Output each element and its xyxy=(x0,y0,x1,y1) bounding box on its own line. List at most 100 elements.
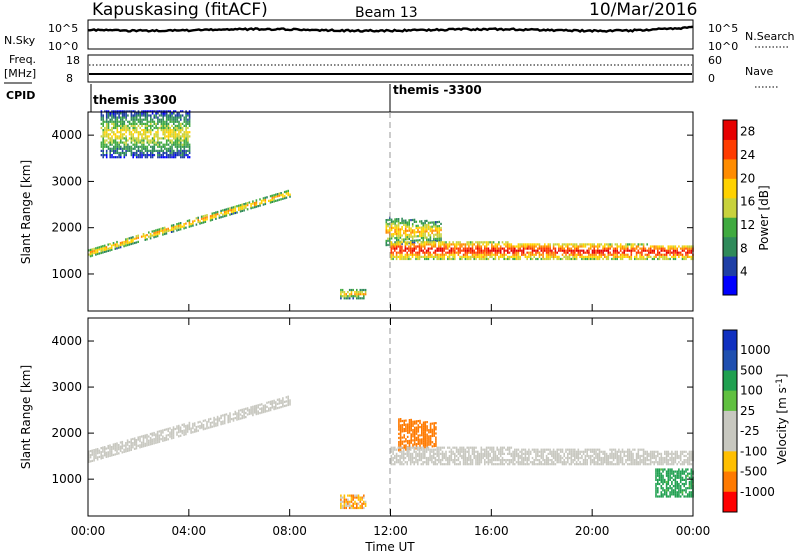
power-cell xyxy=(91,252,94,255)
power-cell xyxy=(688,255,691,258)
power-cell xyxy=(403,238,405,241)
power-cell xyxy=(425,257,428,261)
power-cell xyxy=(441,243,444,246)
power-cell xyxy=(491,251,493,254)
velocity-cell xyxy=(491,448,493,451)
power-cell xyxy=(522,243,525,246)
power-cell xyxy=(552,243,555,246)
velocity-cell xyxy=(660,472,663,475)
velocity-cell xyxy=(480,459,483,462)
velocity-cell xyxy=(494,456,497,460)
power-cell xyxy=(443,241,445,244)
velocity-cell xyxy=(588,454,590,458)
velocity-cell xyxy=(357,506,360,510)
power-cell xyxy=(436,253,438,256)
power-cell xyxy=(173,156,175,159)
power-cell xyxy=(687,245,689,248)
power-cell xyxy=(572,245,574,248)
power-cell xyxy=(143,137,145,140)
velocity-cell xyxy=(491,463,493,466)
power-cell xyxy=(146,151,149,155)
velocity-cell xyxy=(410,437,412,440)
velocity-cell xyxy=(653,463,655,466)
velocity-cell xyxy=(630,461,633,464)
velocity-cell xyxy=(644,459,647,462)
velocity-cell xyxy=(664,478,666,481)
velocity-cell xyxy=(565,448,567,451)
power-cell xyxy=(567,255,569,258)
power-cell xyxy=(104,129,106,132)
velocity-cell xyxy=(428,441,430,444)
velocity-cell xyxy=(275,405,277,408)
power-cell xyxy=(105,135,108,138)
power-cell xyxy=(183,149,186,152)
velocity-cell xyxy=(672,459,675,462)
power-cell xyxy=(637,251,640,254)
power-cell xyxy=(178,122,180,125)
power-cell xyxy=(356,297,358,300)
power-cell xyxy=(492,249,495,252)
power-cell xyxy=(109,154,111,157)
velocity-cell xyxy=(459,461,461,464)
velocity-cell xyxy=(457,452,460,455)
velocity-cell xyxy=(491,450,493,453)
nsky-panel xyxy=(87,19,694,50)
power-cell xyxy=(577,253,580,256)
velocity-cell xyxy=(410,439,412,442)
velocity-cell xyxy=(644,461,647,464)
power-cell xyxy=(665,255,668,258)
velocity-cell xyxy=(183,433,185,436)
power-cell xyxy=(180,149,182,152)
power-cell xyxy=(485,245,488,248)
power-cell xyxy=(581,249,583,252)
power-cell xyxy=(157,141,159,144)
power-cell xyxy=(436,247,438,250)
power-cell xyxy=(390,249,393,252)
velocity-cell xyxy=(412,424,414,427)
velocity-cell xyxy=(492,459,495,462)
velocity-cell xyxy=(246,407,249,410)
velocity-cell xyxy=(395,456,398,460)
velocity-cell xyxy=(401,450,403,453)
power-cell xyxy=(531,257,534,261)
power-cell xyxy=(492,245,495,248)
power-cell xyxy=(130,116,133,119)
velocity-cell xyxy=(619,459,622,462)
power-cell xyxy=(160,137,163,140)
velocity-cell xyxy=(402,463,405,466)
power-cell xyxy=(457,253,460,256)
velocity-cell xyxy=(149,441,152,444)
power-cell xyxy=(137,133,140,136)
velocity-cell xyxy=(132,444,134,447)
velocity-cell xyxy=(399,445,402,448)
power-cell xyxy=(415,245,417,248)
power-cell xyxy=(390,222,393,225)
power-cell xyxy=(418,249,421,252)
power-cell xyxy=(120,139,122,142)
power-cell xyxy=(434,239,437,243)
power-cell xyxy=(507,247,509,250)
velocity-cell xyxy=(554,454,557,458)
power-cell xyxy=(153,147,156,150)
power-cell xyxy=(135,143,138,146)
power-cell xyxy=(438,233,440,236)
velocity-cell xyxy=(507,463,509,466)
velocity-cell xyxy=(637,456,640,460)
power-cell xyxy=(234,211,237,215)
power-cell xyxy=(121,137,124,140)
power-cell xyxy=(628,257,631,261)
power-cell xyxy=(514,253,516,256)
power-cell xyxy=(127,110,129,113)
power-cell xyxy=(635,255,638,258)
velocity-cell xyxy=(155,439,157,442)
power-cell xyxy=(157,137,159,140)
velocity-colorbar-swatch xyxy=(723,491,737,513)
velocity-cell xyxy=(589,450,592,453)
velocity-cell xyxy=(88,454,90,457)
velocity-cell xyxy=(649,450,652,453)
velocity-cell xyxy=(403,434,405,437)
power-cell xyxy=(187,126,189,130)
power-cell xyxy=(544,243,546,246)
power-cell xyxy=(96,246,99,249)
power-cell xyxy=(434,243,437,246)
